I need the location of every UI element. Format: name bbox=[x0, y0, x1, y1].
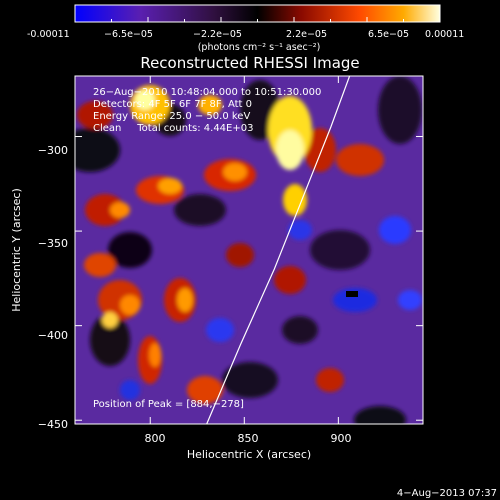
image-blob bbox=[75, 128, 120, 172]
image-blob bbox=[77, 101, 113, 129]
colorbar-tick-label-5: 0.00011 bbox=[425, 29, 464, 40]
x-tick-label-900: 900 bbox=[331, 432, 352, 445]
plot-frame bbox=[74, 75, 424, 425]
image-blob bbox=[222, 362, 278, 398]
peak-position-label: Position of Peak = [884,−278] bbox=[93, 399, 244, 410]
image-blob bbox=[149, 343, 161, 367]
image-blob bbox=[85, 194, 125, 226]
image-blob bbox=[177, 288, 193, 312]
image-blob bbox=[378, 76, 422, 144]
image-blob bbox=[333, 288, 377, 312]
colorbar-tick-label-0: -0.00011 bbox=[27, 29, 70, 40]
info-overlay: 26−Aug−2010 10:48:04.000 to 10:51:30.000… bbox=[93, 87, 321, 410]
colorbar-tick-label-1: −6.5e−05 bbox=[104, 29, 153, 40]
x-tick-label-800: 800 bbox=[145, 432, 166, 445]
image-blob bbox=[282, 316, 318, 344]
image-blob bbox=[223, 163, 247, 181]
image-blob bbox=[90, 314, 130, 366]
y-tick-label-300: −300 bbox=[38, 144, 68, 157]
image-blob bbox=[206, 318, 234, 342]
chart-title: Reconstructed RHESSI Image bbox=[140, 54, 359, 72]
image-blob bbox=[283, 184, 307, 216]
peak-marker bbox=[346, 291, 358, 297]
image-blob bbox=[135, 90, 155, 110]
heatmap-image bbox=[75, 76, 423, 424]
colorbar-tick-label-3: 2.2e−05 bbox=[286, 29, 327, 40]
image-blob bbox=[398, 290, 422, 310]
image-blob bbox=[379, 216, 411, 244]
colorbar-tick-label-2: −2.2e−05 bbox=[193, 29, 242, 40]
image-blob bbox=[198, 95, 222, 115]
timestamp: 4−Aug−2013 07:37 bbox=[397, 488, 497, 499]
colorbar: -0.00011 −6.5e−05 −2.2e−05 2.2e−05 6.5e−… bbox=[27, 4, 464, 53]
info-line-energy: Energy Range: 25.0 − 50.0 keV bbox=[93, 111, 250, 122]
colorbar-units-label: (photons cm⁻² s⁻¹ asec⁻²) bbox=[198, 42, 321, 53]
image-blob bbox=[187, 376, 223, 404]
image-blob bbox=[158, 178, 182, 194]
y-axis-label: Heliocentric Y (arcsec) bbox=[10, 188, 23, 312]
image-blob bbox=[316, 368, 344, 392]
image-blob bbox=[84, 253, 116, 277]
image-blob bbox=[108, 232, 152, 268]
image-blob bbox=[304, 128, 336, 172]
solar-limb-line bbox=[206, 76, 351, 424]
image-blob bbox=[110, 202, 130, 218]
y-tick-label-400: −400 bbox=[38, 329, 68, 342]
image-blob bbox=[120, 380, 140, 400]
image-blob bbox=[288, 220, 312, 240]
axis-ticks bbox=[75, 76, 423, 424]
info-line-detectors: Detectors: 4F 5F 6F 7F 8F, Att 0 bbox=[93, 99, 252, 110]
image-blob bbox=[274, 266, 306, 294]
image-blob bbox=[276, 130, 304, 170]
info-line-date: 26−Aug−2010 10:48:04.000 to 10:51:30.000 bbox=[93, 87, 321, 98]
y-tick-label-450: −450 bbox=[38, 418, 68, 431]
image-blob bbox=[310, 230, 370, 270]
info-line-counts: Clean Total counts: 4.44E+03 bbox=[93, 123, 253, 134]
colorbar-tick-label-4: 6.5e−05 bbox=[368, 29, 409, 40]
x-axis-label: Heliocentric X (arcsec) bbox=[187, 448, 311, 461]
x-tick-label-850: 850 bbox=[238, 432, 259, 445]
image-blob bbox=[336, 144, 384, 176]
image-blob bbox=[174, 194, 226, 226]
image-blob bbox=[102, 312, 118, 328]
y-tick-label-350: −350 bbox=[38, 237, 68, 250]
image-blob bbox=[226, 243, 254, 267]
image-blob bbox=[120, 295, 140, 315]
image-blob bbox=[354, 406, 406, 424]
